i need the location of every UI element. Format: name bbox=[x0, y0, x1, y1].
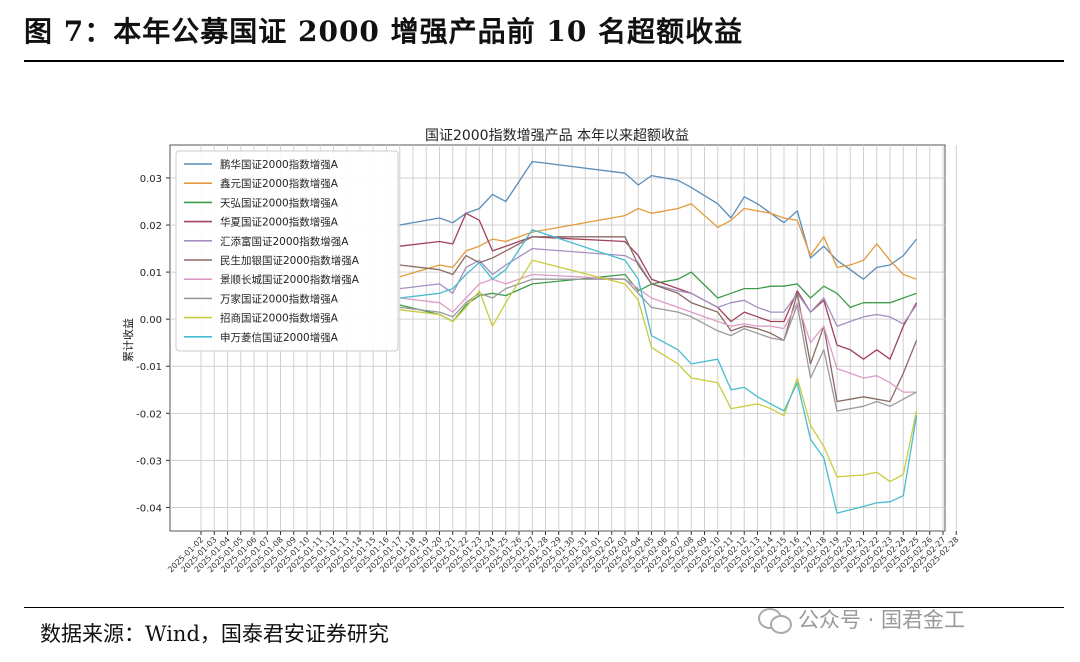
legend-label: 汇添富国证2000指数增强A bbox=[220, 235, 349, 248]
y-axis-label: 累计收益 bbox=[121, 318, 135, 362]
figure-title: 图 7：本年公募国证 2000 增强产品前 10 名超额收益 bbox=[24, 15, 744, 48]
chart-title: 国证2000指数增强产品 本年以来超额收益 bbox=[425, 128, 689, 144]
legend-label: 景顺长城国证2000指数增强A bbox=[220, 273, 360, 286]
legend-label: 天弘国证2000指数增强A bbox=[220, 196, 339, 209]
series-lines bbox=[399, 160, 918, 514]
y-tick-label: -0.04 bbox=[136, 503, 162, 514]
wechat-logo-icon bbox=[758, 606, 792, 634]
x-axis-ticks: 2025-01-022025-01-032025-01-042025-01-05… bbox=[166, 531, 961, 574]
series-line bbox=[399, 212, 918, 360]
series-line bbox=[399, 271, 917, 323]
series-line bbox=[399, 236, 918, 403]
data-source-note: 数据来源：Wind，国泰君安证券研究 bbox=[40, 622, 389, 646]
series-line bbox=[399, 278, 917, 412]
y-tick-label: 0.02 bbox=[140, 221, 162, 232]
legend-label: 申万菱信国证2000增强A bbox=[220, 331, 339, 344]
legend-label: 民生加银国证2000指数增强A bbox=[220, 254, 360, 267]
series-line bbox=[399, 273, 917, 393]
legend-label: 鹏华国证2000指数增强A bbox=[220, 158, 339, 171]
series-line bbox=[399, 160, 918, 280]
watermark-text: 公众号 · 国君金工 bbox=[798, 608, 966, 632]
source-rule bbox=[24, 607, 1064, 608]
title-rule bbox=[24, 60, 1064, 62]
y-tick-label: 0.00 bbox=[140, 315, 162, 326]
y-axis-ticks: -0.04 -0.03 -0.02 -0.01 0.00 0.01 0.02 0.03 bbox=[136, 174, 170, 514]
legend-box bbox=[175, 150, 399, 352]
line-chart: -0.04 -0.03 -0.02 -0.01 0.00 0.01 0.02 0.03 202… bbox=[121, 128, 961, 574]
legend-label: 华夏国证2000指数增强A bbox=[220, 216, 339, 229]
y-tick-label: 0.01 bbox=[140, 268, 162, 279]
chart-legend: 鹏华国证2000指数增强A 鑫元国证2000指数增强A 天弘国证2000指数增强A 华… bbox=[175, 150, 399, 352]
series-line bbox=[399, 259, 918, 483]
y-tick-label: -0.02 bbox=[136, 409, 162, 420]
watermark: 公众号 · 国君金工 bbox=[758, 604, 965, 634]
legend-label: 鑫元国证2000指数增强A bbox=[220, 177, 339, 190]
legend-label: 万家国证2000指数增强A bbox=[220, 292, 339, 305]
y-tick-label: 0.03 bbox=[140, 174, 162, 185]
legend-label: 招商国证2000指数增强A bbox=[220, 312, 339, 325]
y-tick-label: -0.01 bbox=[136, 362, 162, 373]
series-line bbox=[399, 247, 918, 327]
y-tick-label: -0.03 bbox=[136, 456, 162, 467]
series-line bbox=[399, 229, 918, 514]
